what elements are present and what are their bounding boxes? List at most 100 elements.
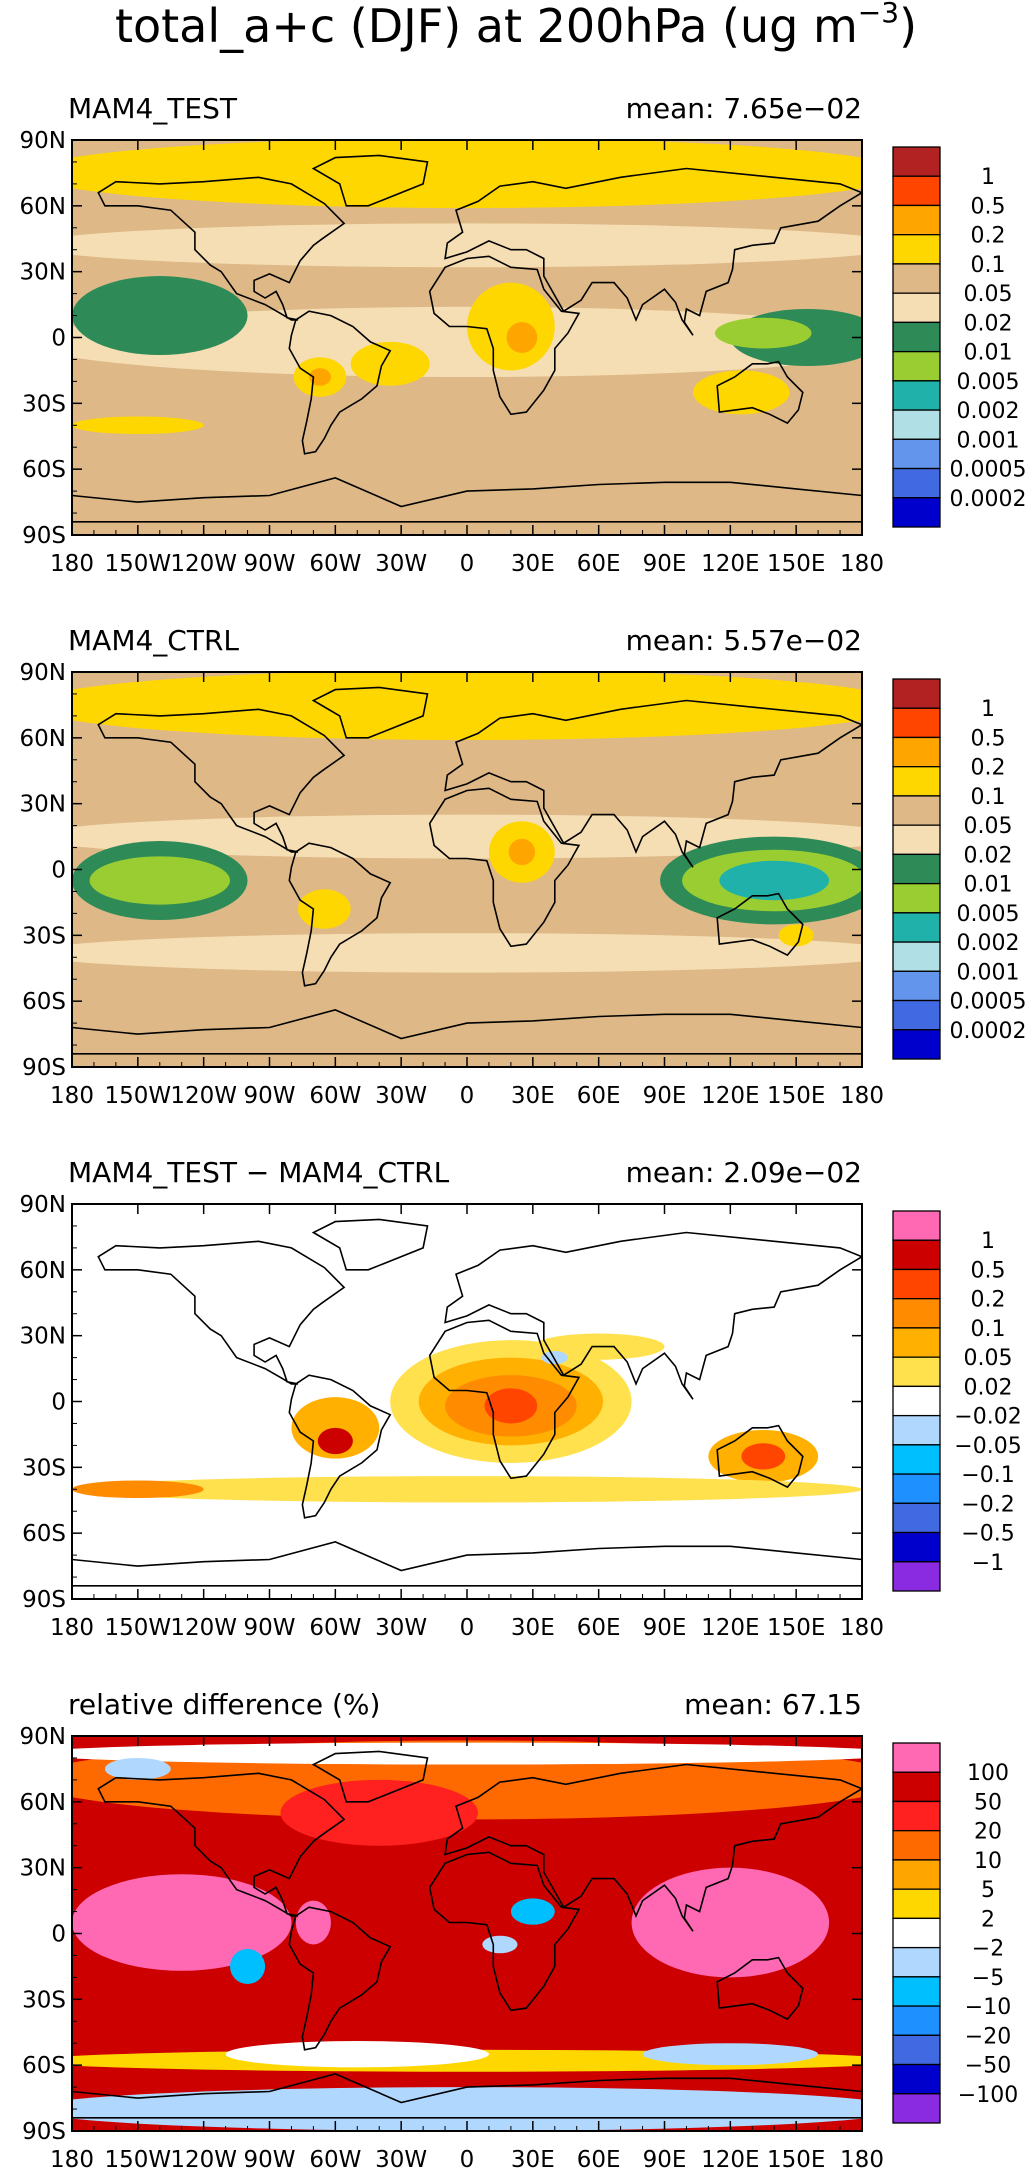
colorbar-label: 50 xyxy=(974,1790,1002,1815)
y-tick-label: 90N xyxy=(20,1192,66,1218)
coastline-north-america xyxy=(97,708,346,853)
colorbar-swatch xyxy=(892,1356,941,1388)
contour-region xyxy=(104,1757,171,1780)
x-tick-label: 60E xyxy=(577,2147,621,2173)
contour-field xyxy=(72,1204,862,1599)
colorbar-swatch xyxy=(892,438,941,470)
y-tick-label: 30N xyxy=(20,1324,66,1350)
colorbar-swatch xyxy=(892,707,941,739)
contour-region xyxy=(72,306,862,377)
coastline-eurasia xyxy=(444,699,862,868)
x-tick-label: 150W xyxy=(105,1083,172,1109)
contour-region xyxy=(72,933,862,973)
contour-region xyxy=(309,368,331,386)
contour-region xyxy=(72,140,862,209)
colorbar-label: 0.02 xyxy=(964,843,1013,868)
figure-title-exponent: −3 xyxy=(858,0,899,29)
y-tick-label: 30N xyxy=(20,1856,66,1882)
colorbar-label: −0.2 xyxy=(961,1492,1014,1517)
coastlines xyxy=(72,1750,862,2119)
panel-label: MAM4_TEST xyxy=(68,92,238,125)
x-tick-label: 90W xyxy=(243,1083,295,1109)
coastline-antarctica xyxy=(72,2073,862,2119)
contour-region xyxy=(741,1443,786,1470)
x-tick-label: 30E xyxy=(511,1615,555,1641)
colorbar-label: −10 xyxy=(965,1995,1011,2020)
x-tick-label: 90W xyxy=(243,2147,295,2173)
y-tick-label: 60N xyxy=(20,194,66,220)
colorbar-swatch xyxy=(892,2034,941,2066)
y-tick-label: 0 xyxy=(51,1390,66,1416)
panel-label: MAM4_CTRL xyxy=(68,624,239,657)
contour-region xyxy=(484,1388,538,1424)
colorbar-label: 0.05 xyxy=(964,282,1013,307)
colorbar-label: −50 xyxy=(965,2054,1011,2079)
colorbar-swatch xyxy=(892,1800,941,1832)
x-tick-label: 180 xyxy=(840,1615,884,1641)
y-tick-label: 60N xyxy=(20,1258,66,1284)
colorbar-label: 0.005 xyxy=(957,902,1020,927)
colorbar-swatch xyxy=(892,678,941,709)
x-tick-label: 150E xyxy=(767,1615,825,1641)
colorbar-label: 0.5 xyxy=(971,726,1006,751)
x-tick-label: 30E xyxy=(511,551,555,577)
colorbar-label: 0.01 xyxy=(964,341,1013,366)
colorbar-label: 0.1 xyxy=(971,785,1006,810)
x-tick-label: 120E xyxy=(701,1083,759,1109)
x-tick-label: 120W xyxy=(170,1083,237,1109)
colorbar-swatch xyxy=(892,1444,941,1475)
y-tick-label: 60N xyxy=(20,1790,66,1816)
colorbar-swatch xyxy=(892,1561,941,1592)
y-tick-label: 90N xyxy=(20,660,66,686)
colorbar-label: −100 xyxy=(958,2083,1018,2108)
y-tick-label: 60S xyxy=(22,457,66,483)
y-tick-label: 60N xyxy=(20,726,66,752)
y-tick-label: 0 xyxy=(51,1922,66,1948)
x-tick-label: 120E xyxy=(701,551,759,577)
contour-region xyxy=(714,317,812,349)
colorbar-label: 20 xyxy=(974,1820,1002,1845)
panel-label: relative difference (%) xyxy=(68,1688,380,1721)
coastline-greenland xyxy=(311,1218,429,1271)
colorbar-swatch xyxy=(892,824,941,856)
x-tick-label: 180 xyxy=(50,1083,94,1109)
colorbar-swatch xyxy=(892,1946,941,1978)
contour-region xyxy=(350,341,430,386)
contour-region xyxy=(778,924,814,947)
colorbar-swatch xyxy=(892,2005,941,2036)
colorbar-swatch xyxy=(892,2063,941,2095)
contour-region xyxy=(72,1480,204,1499)
colorbar-label: 0.005 xyxy=(957,370,1020,395)
panel-4: relative difference (%) mean: 67.15 180 150… xyxy=(20,1688,1019,2173)
colorbar-swatch xyxy=(892,2093,941,2124)
y-tick-label: 0 xyxy=(51,858,66,884)
contour-region xyxy=(482,1935,518,1954)
coastline-south-america xyxy=(288,1374,392,1519)
contour-region xyxy=(72,672,862,741)
coastline-greenland xyxy=(311,686,429,739)
x-tick-label: 60W xyxy=(309,1615,361,1641)
y-tick-label: 90S xyxy=(22,523,66,549)
coastline-africa xyxy=(428,787,581,948)
x-tick-label: 60E xyxy=(577,551,621,577)
colorbar: 1 0.5 0.2 0.1 0.05 0.02 0.01 0.005 0.002 0.001 0.0… xyxy=(892,146,1026,528)
colorbar-label: 0.5 xyxy=(971,1258,1006,1283)
colorbar-label: 0.02 xyxy=(964,1375,1013,1400)
panel-mean: mean: 2.09e−02 xyxy=(626,1156,862,1189)
colorbar-label: −0.05 xyxy=(954,1434,1021,1459)
colorbar-swatch xyxy=(892,1327,941,1358)
contour-region xyxy=(508,838,536,866)
colorbar-swatch xyxy=(892,970,941,1002)
colorbar: 1 0.5 0.2 0.1 0.05 0.02 0.01 0.005 0.002 0.001 0.0… xyxy=(892,678,1026,1060)
colorbar-swatch xyxy=(892,1742,941,1773)
x-tick-label: 60E xyxy=(577,1615,621,1641)
colorbar-swatch xyxy=(892,999,941,1031)
contour-region xyxy=(225,2041,489,2068)
contour-region xyxy=(72,1742,862,1765)
colorbar-swatch xyxy=(892,321,941,353)
contour-region xyxy=(693,370,790,415)
x-tick-label: 180 xyxy=(50,2147,94,2173)
coastline-north-america xyxy=(97,1772,346,1917)
coastline-eurasia xyxy=(444,1763,862,1932)
colorbar-swatch xyxy=(892,1888,941,1920)
